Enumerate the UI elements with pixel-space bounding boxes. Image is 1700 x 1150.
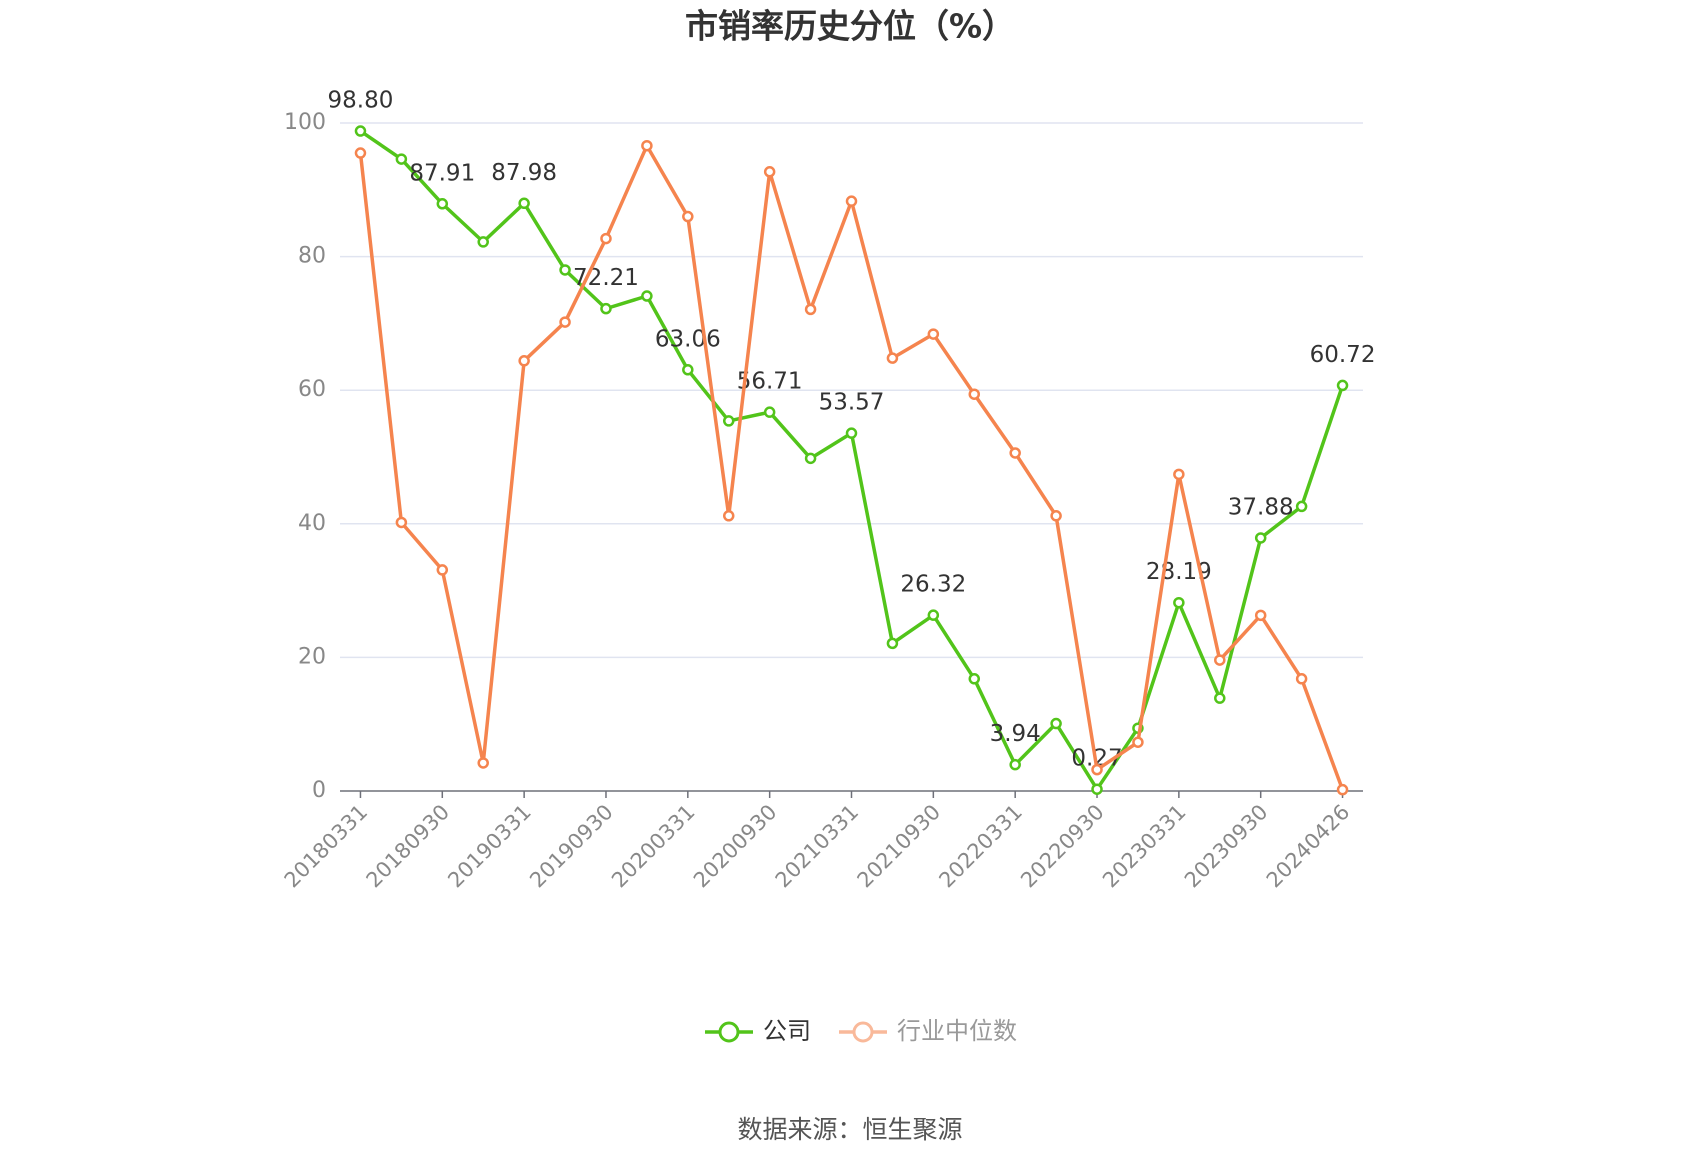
data-point (927, 328, 940, 340)
data-point (722, 510, 735, 522)
data-point (763, 166, 776, 178)
data-point (682, 210, 694, 223)
x-tick-label: 20200331 (607, 800, 700, 893)
x-tick-label: 20200930 (689, 800, 782, 893)
x-tick-label: 20220930 (1016, 800, 1109, 893)
x-tick-label: 20230331 (1098, 800, 1191, 893)
data-point (886, 352, 899, 364)
data-point (1091, 763, 1103, 776)
data-point (1173, 468, 1185, 481)
data-point (600, 232, 612, 245)
y-tick-label: 100 (284, 110, 326, 135)
y-tick-label: 60 (298, 377, 326, 402)
data-point (641, 139, 653, 152)
y-tick-label: 20 (298, 644, 326, 669)
x-tick-label: 20210930 (853, 800, 946, 893)
x-tick-label: 20190930 (525, 800, 618, 893)
data-point (1009, 758, 1021, 771)
data-point (395, 153, 408, 165)
legend-label: 公司 (763, 1017, 811, 1045)
data-point (1009, 447, 1021, 459)
series-line (358, 143, 1345, 791)
legend-marker (852, 1021, 874, 1043)
y-tick-label: 40 (298, 511, 326, 536)
data-point (845, 427, 858, 439)
x-tick-label: 20180331 (280, 800, 373, 893)
data-label: 26.32 (900, 572, 966, 598)
y-tick-label: 80 (298, 244, 326, 269)
chart-title: 市销率历史分位（%） (685, 7, 1015, 46)
data-point (518, 355, 530, 367)
data-label: 60.72 (1310, 342, 1376, 368)
data-point (1254, 532, 1267, 544)
data-point (641, 290, 653, 302)
data-point (1173, 596, 1185, 609)
data-point (1214, 692, 1226, 704)
x-tick-label: 20240426 (1262, 800, 1355, 893)
data-point (682, 364, 694, 376)
data-label: 87.91 (409, 160, 475, 186)
x-tick-label: 20220331 (934, 800, 1027, 893)
data-point (968, 673, 981, 685)
y-tick-label: 0 (312, 778, 326, 803)
data-point (559, 264, 571, 276)
legend-item[interactable]: 公司 (705, 1017, 811, 1045)
data-point (1295, 500, 1308, 513)
data-point (845, 195, 858, 207)
data-point (518, 197, 530, 210)
data-point (436, 198, 449, 210)
x-tick-label: 20190331 (443, 800, 536, 893)
data-label: 37.88 (1228, 494, 1294, 520)
data-point (1050, 510, 1062, 522)
data-point (968, 388, 981, 400)
data-label: 3.94 (990, 721, 1041, 747)
data-point (1091, 783, 1103, 795)
data-point (477, 757, 489, 769)
data-label: 53.57 (819, 390, 885, 416)
data-point (436, 564, 449, 576)
data-point (722, 415, 735, 427)
data-point (559, 316, 571, 328)
series-line (359, 129, 1345, 791)
data-point (927, 609, 940, 621)
data-label: 87.98 (491, 160, 557, 186)
data-label: 98.80 (328, 88, 394, 114)
legend-label: 行业中位数 (897, 1017, 1017, 1045)
x-tick-label: 20230930 (1180, 800, 1273, 893)
data-point (354, 147, 367, 159)
data-point (1254, 609, 1267, 622)
data-point (477, 236, 489, 248)
data-point (1336, 783, 1349, 796)
data-point (1214, 654, 1226, 666)
data-point (804, 452, 817, 465)
source-note: 数据来源：恒生聚源 (737, 1115, 962, 1144)
data-point (1050, 717, 1062, 730)
data-point (600, 302, 612, 315)
data-label: 63.06 (655, 326, 721, 352)
data-point (1295, 673, 1308, 685)
data-label: 56.71 (737, 369, 803, 395)
data-point (804, 303, 817, 316)
data-point (1132, 736, 1144, 748)
data-point (763, 406, 776, 418)
x-tick-label: 20180930 (362, 800, 455, 893)
legend-marker (718, 1021, 740, 1043)
data-point (886, 637, 899, 650)
legend-item[interactable]: 行业中位数 (839, 1017, 1017, 1045)
data-point (1336, 379, 1349, 392)
data-point (395, 516, 408, 529)
x-tick-label: 20210331 (771, 800, 864, 893)
data-point (354, 125, 367, 137)
